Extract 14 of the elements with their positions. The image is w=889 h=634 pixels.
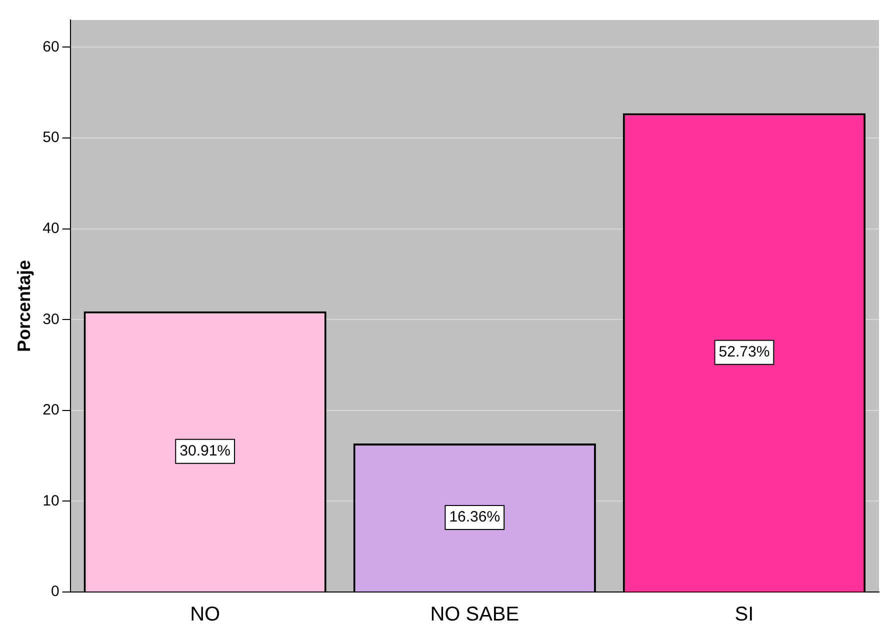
y-tick-label: 20: [42, 402, 60, 419]
x-tick-label: NO: [190, 604, 220, 626]
y-axis-title: Porcentaje: [14, 260, 34, 352]
y-tick-label: 40: [42, 220, 60, 237]
y-tick-label: 30: [42, 310, 60, 328]
data-label: 52.73%: [718, 344, 770, 361]
data-label: 16.36%: [449, 508, 500, 526]
x-tick-label: SI: [734, 604, 754, 626]
y-tick-label: 10: [42, 492, 60, 510]
x-tick-label: NO SABE: [430, 604, 520, 626]
y-tick-label: 60: [42, 38, 60, 56]
y-tick-label: 50: [42, 129, 60, 146]
data-label: 30.91%: [180, 442, 231, 460]
y-tick-label: 0: [50, 583, 60, 600]
